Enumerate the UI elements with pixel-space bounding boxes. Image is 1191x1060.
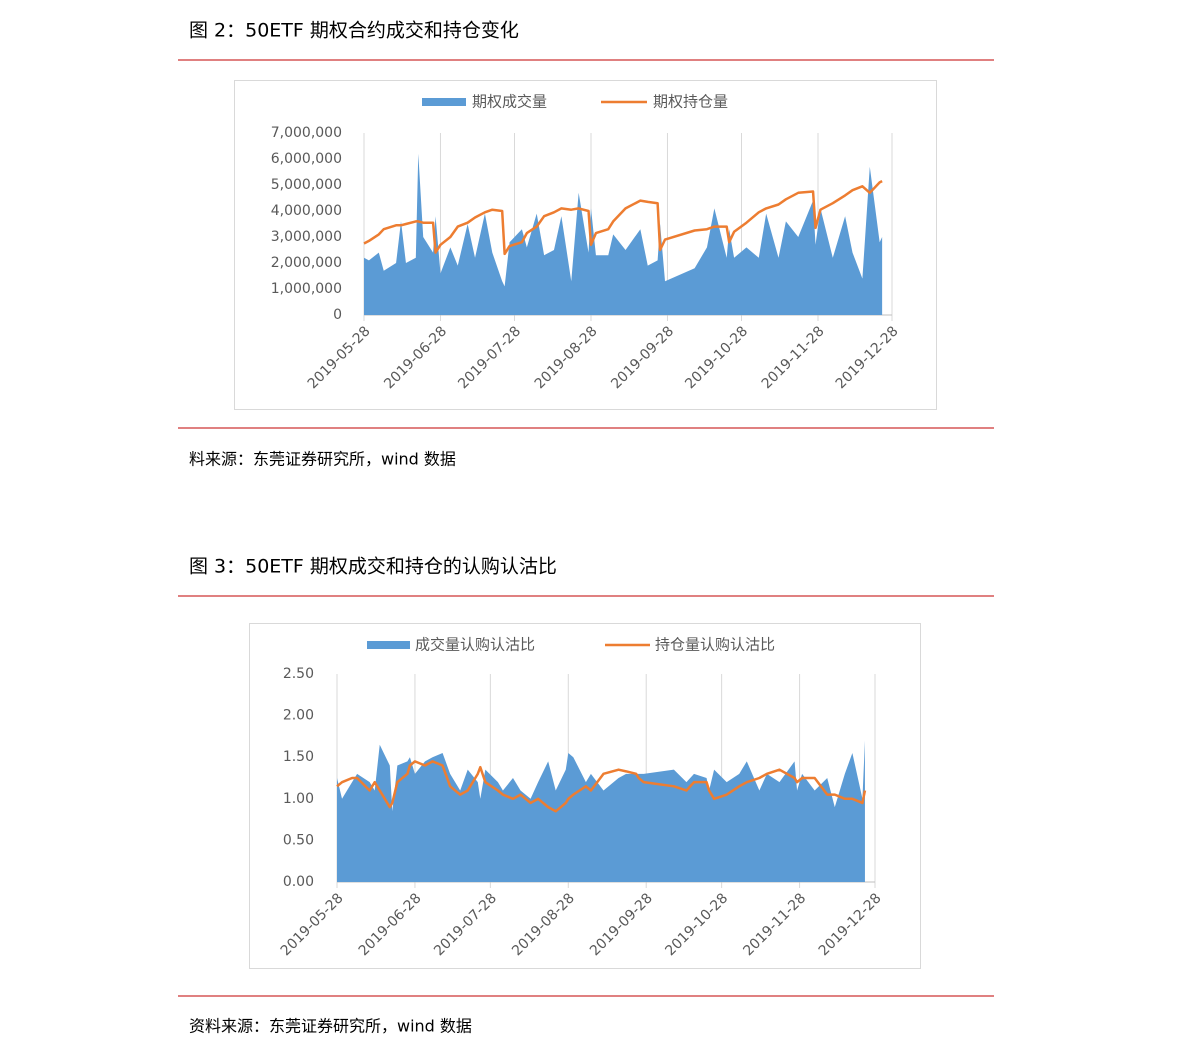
y-tick-label: 0.00 xyxy=(283,874,314,890)
source-note: 资料来源：东莞证券研究所，wind 数据 xyxy=(189,1017,472,1036)
y-tick-label: 4,000,000 xyxy=(271,203,342,219)
legend-label: 成交量认购认沽比 xyxy=(415,636,535,654)
legend-label: 期权持仓量 xyxy=(653,93,728,111)
legend-swatch xyxy=(422,98,466,106)
legend-swatch xyxy=(367,641,410,649)
y-tick-label: 2.50 xyxy=(283,666,314,682)
legend-label: 持仓量认购认沽比 xyxy=(655,636,775,654)
y-tick-label: 0.50 xyxy=(283,832,314,848)
figure-caption: 图 3：50ETF 期权成交和持仓的认购认沽比 xyxy=(189,556,557,578)
source-note: 料来源：东莞证券研究所，wind 数据 xyxy=(189,450,456,469)
y-tick-label: 1.50 xyxy=(283,749,314,765)
legend-label: 期权成交量 xyxy=(472,93,547,111)
area xyxy=(337,740,865,882)
y-tick-label: 1.00 xyxy=(283,791,314,807)
area xyxy=(364,153,883,315)
line xyxy=(336,760,867,813)
line xyxy=(363,179,883,256)
y-tick-label: 7,000,000 xyxy=(271,125,342,141)
y-tick-label: 2,000,000 xyxy=(271,255,342,271)
y-tick-label: 6,000,000 xyxy=(271,151,342,167)
y-tick-label: 2.00 xyxy=(283,708,314,724)
y-tick-label: 1,000,000 xyxy=(271,281,342,297)
y-tick-label: 3,000,000 xyxy=(271,229,342,245)
figure-caption: 图 2：50ETF 期权合约成交和持仓变化 xyxy=(189,20,519,42)
y-tick-label: 5,000,000 xyxy=(271,177,342,193)
y-tick-label: 0 xyxy=(333,307,342,323)
